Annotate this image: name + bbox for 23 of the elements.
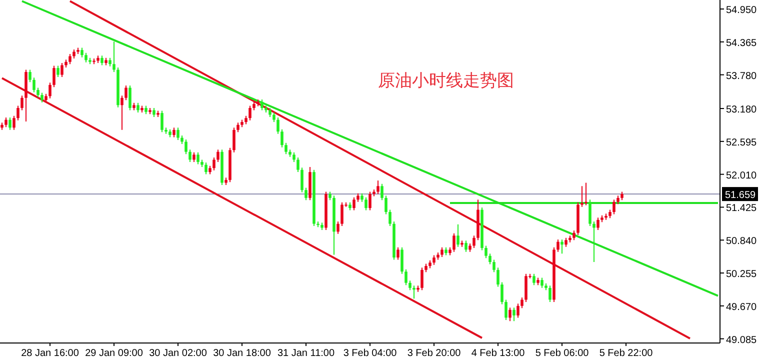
y-tick-label: 51.425	[726, 203, 758, 214]
y-tick-label: 50.255	[726, 268, 758, 280]
x-tick-label: 30 Jan 18:00	[213, 348, 272, 359]
y-tick-label: 52.010	[726, 170, 758, 182]
y-tick-label: 54.365	[726, 38, 758, 49]
x-tick-label: 28 Jan 16:00	[21, 348, 80, 359]
y-tick-label: 52.595	[726, 137, 758, 148]
title: 原油小时线走势图	[378, 71, 514, 90]
x-tick-label: 29 Jan 09:00	[85, 348, 144, 359]
x-tick-label: 3 Feb 20:00	[407, 348, 462, 359]
x-tick-label: 4 Feb 13:00	[471, 348, 526, 359]
x-tick-label: 5 Feb 06:00	[535, 348, 590, 359]
ref-line-label: 51.659	[725, 190, 756, 202]
y-tick-label: 49.670	[726, 302, 758, 313]
x-tick-label: 5 Feb 22:00	[599, 348, 654, 359]
y-tick-label: 53.180	[726, 104, 758, 116]
x-tick-label: 3 Feb 04:00	[343, 348, 398, 359]
y-tick-label: 53.780	[726, 70, 758, 82]
y-tick-label: 50.840	[726, 236, 758, 248]
x-tick-label: 30 Jan 02:00	[149, 348, 208, 359]
x-tick-label: 31 Jan 11:00	[277, 348, 335, 359]
y-tick-label: 54.950	[726, 4, 758, 16]
y-tick-label: 49.085	[726, 334, 758, 346]
